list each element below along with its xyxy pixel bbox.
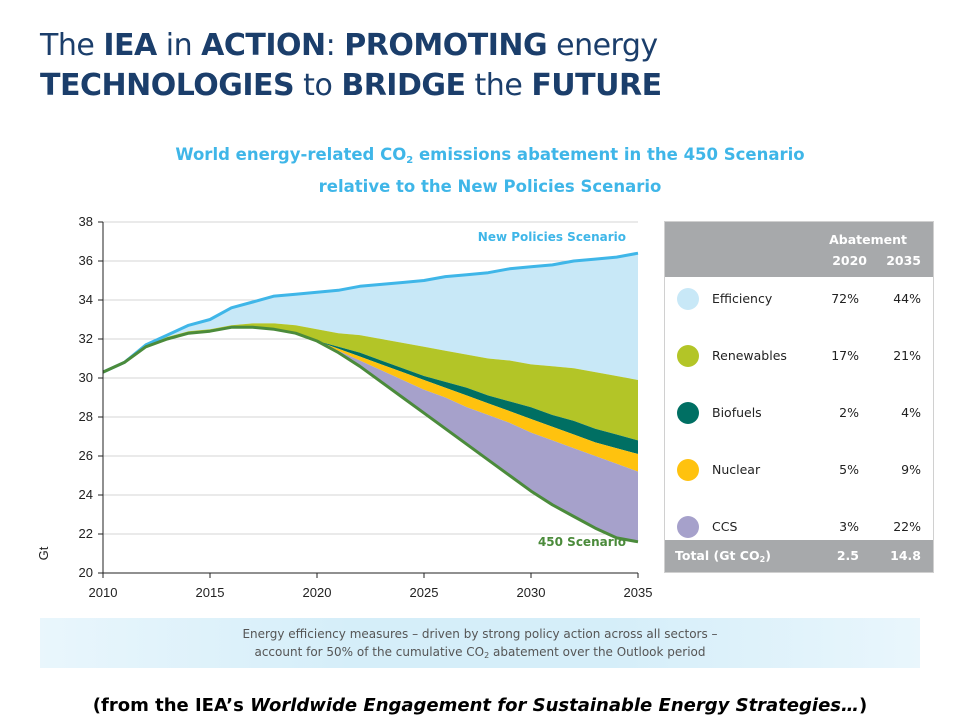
note-banner: Energy efficiency measures – driven by s… (40, 618, 920, 668)
slide-title: The IEA in ACTION: PROMOTING energy TECH… (40, 26, 662, 106)
legend-header-2020: 2020 (832, 253, 867, 268)
x-tick-label: 2025 (410, 585, 439, 600)
title-part: : (325, 28, 345, 63)
legend-header: Abatement 2020 2035 (665, 222, 933, 277)
legend-value-2020: 72% (831, 291, 859, 306)
x-tick-label: 2030 (517, 585, 546, 600)
note-line2: account for 50% of the cumulative CO2 ab… (254, 645, 706, 660)
chart-title-line1: World energy-related CO2 emissions abate… (175, 145, 805, 166)
chart-title: World energy-related CO2 emissions abate… (100, 142, 880, 200)
y-tick-label: 22 (79, 526, 93, 541)
legend-label: Efficiency (712, 291, 773, 306)
title-part: the (465, 68, 532, 103)
y-tick-label: 38 (79, 214, 93, 229)
y-tick-label: 26 (79, 448, 93, 463)
legend-value-2035: 22% (893, 519, 921, 534)
legend-value-2020: 3% (839, 519, 859, 534)
source-footer: (from the IEA’s Worldwide Engagement for… (92, 695, 868, 716)
title-part: BRIDGE (341, 68, 466, 103)
y-tick-label: 28 (79, 409, 93, 424)
efficiency-area (103, 253, 638, 380)
legend-row-biofuels: Biofuels 2% 4% (665, 393, 933, 433)
title-part: TECHNOLOGIES (40, 68, 295, 103)
biofuels-swatch (677, 402, 699, 424)
title-part: PROMOTING (344, 28, 548, 63)
title-part: energy (547, 28, 658, 63)
legend-label: CCS (712, 519, 738, 534)
legend-value-2035: 44% (893, 291, 921, 306)
slide-title-line2: TECHNOLOGIES to BRIDGE the FUTURE (40, 68, 662, 103)
legend-value-2020: 17% (831, 348, 859, 363)
title-part: in (156, 28, 202, 63)
title-part: FUTURE (531, 68, 662, 103)
nuclear-swatch (677, 459, 699, 481)
x-tick-label: 2035 (624, 585, 653, 600)
chart-title-line2: relative to the New Policies Scenario (318, 177, 662, 196)
legend-value-2020: 2% (839, 405, 859, 420)
new-policies-line (102, 251, 639, 374)
new-policies-label: New Policies Scenario (478, 230, 626, 244)
ccs-area (103, 327, 638, 542)
scenario-450-line (102, 325, 639, 544)
title-part: The (40, 28, 104, 63)
y-axis-label: Gt (36, 546, 51, 560)
scenario-450-label: 450 Scenario (538, 535, 626, 549)
legend-label: Nuclear (712, 462, 761, 477)
slide-title-line1: The IEA in ACTION: PROMOTING energy (40, 28, 658, 63)
efficiency-swatch (677, 288, 699, 310)
legend-label: Biofuels (712, 405, 762, 420)
y-tick-label: 36 (79, 253, 93, 268)
title-part: IEA (103, 28, 157, 63)
y-tick-label: 34 (79, 292, 93, 307)
legend-label: Renewables (712, 348, 787, 363)
legend-value-2035: 9% (901, 462, 921, 477)
legend-row-ccs: CCS 3% 22% (665, 507, 933, 547)
legend-header-2035: 2035 (886, 253, 921, 268)
title-part: to (294, 68, 342, 103)
x-tick-label: 2010 (89, 585, 118, 600)
abatement-legend-table: Abatement 2020 2035 Efficiency 72% 44% R… (664, 221, 934, 573)
legend-value-2035: 21% (893, 348, 921, 363)
ccs-swatch (677, 516, 699, 538)
x-tick-label: 2015 (196, 585, 225, 600)
legend-row-efficiency: Efficiency 72% 44% (665, 279, 933, 319)
y-tick-label: 30 (79, 370, 93, 385)
title-part: ACTION (201, 28, 326, 63)
legend-header-title: Abatement (829, 232, 907, 247)
legend-value-2035: 4% (901, 405, 921, 420)
renewables-swatch (677, 345, 699, 367)
legend-total-2035: 14.8 (890, 548, 921, 563)
y-tick-label: 32 (79, 331, 93, 346)
renewables-area (103, 323, 638, 441)
legend-total-label: Total (Gt CO2) (675, 548, 771, 564)
y-tick-label: 20 (79, 565, 93, 580)
legend-value-2020: 5% (839, 462, 859, 477)
y-tick-label: 24 (79, 487, 93, 502)
legend-row-nuclear: Nuclear 5% 9% (665, 450, 933, 490)
legend-total-2020: 2.5 (836, 548, 859, 563)
x-tick-label: 2020 (303, 585, 332, 600)
legend-row-renewables: Renewables 17% 21% (665, 336, 933, 376)
note-line1: Energy efficiency measures – driven by s… (242, 627, 718, 641)
legend-total-row: Total (Gt CO2) 2.5 14.8 (665, 540, 933, 572)
